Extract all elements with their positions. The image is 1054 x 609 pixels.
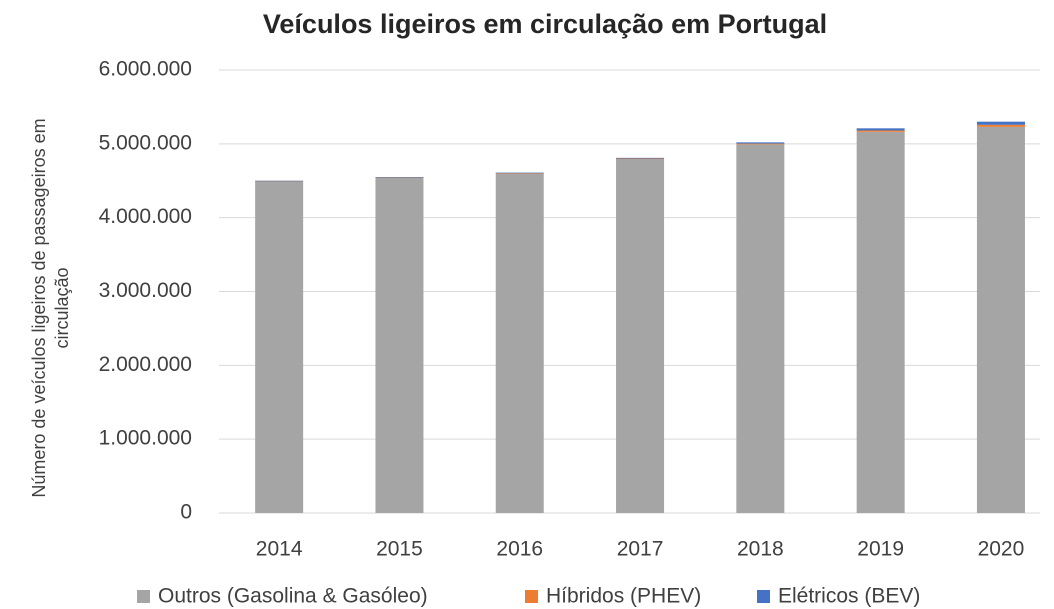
bar-segment: [976, 121, 1025, 125]
bar-segment: [736, 143, 785, 145]
x-tick-label: 2018: [737, 538, 784, 561]
bar-segment: [976, 124, 1025, 127]
x-tick-label: 2015: [376, 538, 423, 561]
legend-swatch: [525, 590, 538, 603]
y-tick-label: 0: [180, 501, 192, 524]
bar-segment: [616, 158, 665, 513]
x-tick-label: 2016: [496, 538, 543, 561]
y-axis-label: circulação: [52, 267, 72, 348]
bar-segment: [736, 144, 785, 514]
bar-segment: [495, 172, 544, 174]
y-tick-label: 6.000.000: [99, 58, 192, 81]
y-tick-label: 1.000.000: [99, 427, 192, 450]
y-tick-label: 3.000.000: [99, 279, 192, 302]
chart-title: Veículos ligeiros em circulação em Portu…: [263, 9, 827, 39]
x-tick-label: 2014: [256, 538, 303, 561]
bar-segment: [495, 173, 544, 513]
legend-label: Elétricos (BEV): [778, 585, 920, 608]
x-tick-label: 2019: [857, 538, 904, 561]
y-tick-label: 5.000.000: [99, 131, 192, 154]
x-tick-label: 2017: [617, 538, 664, 561]
bar-segment: [375, 177, 424, 514]
y-tick-label: 2.000.000: [99, 353, 192, 376]
bar-segment: [375, 177, 424, 178]
y-axis-label: Número de veículos ligeiros de passageir…: [29, 118, 49, 497]
bar-segment: [616, 158, 665, 160]
legend-label: Outros (Gasolina & Gasóleo): [158, 585, 428, 608]
legend-swatch: [757, 590, 770, 603]
x-tick-label: 2020: [978, 538, 1025, 561]
bar-segment: [255, 180, 304, 182]
bar-segment: [495, 172, 544, 174]
legend-swatch: [137, 590, 150, 603]
bar-segment: [976, 126, 1025, 513]
bar-segment: [856, 130, 905, 132]
bar-segment: [856, 128, 905, 131]
bar-segment: [255, 180, 304, 513]
y-tick-label: 4.000.000: [99, 205, 192, 228]
bar-segment: [736, 142, 785, 144]
bar-segment: [856, 131, 905, 513]
bar-segment: [616, 157, 665, 159]
legend-label: Híbridos (PHEV): [546, 585, 701, 608]
